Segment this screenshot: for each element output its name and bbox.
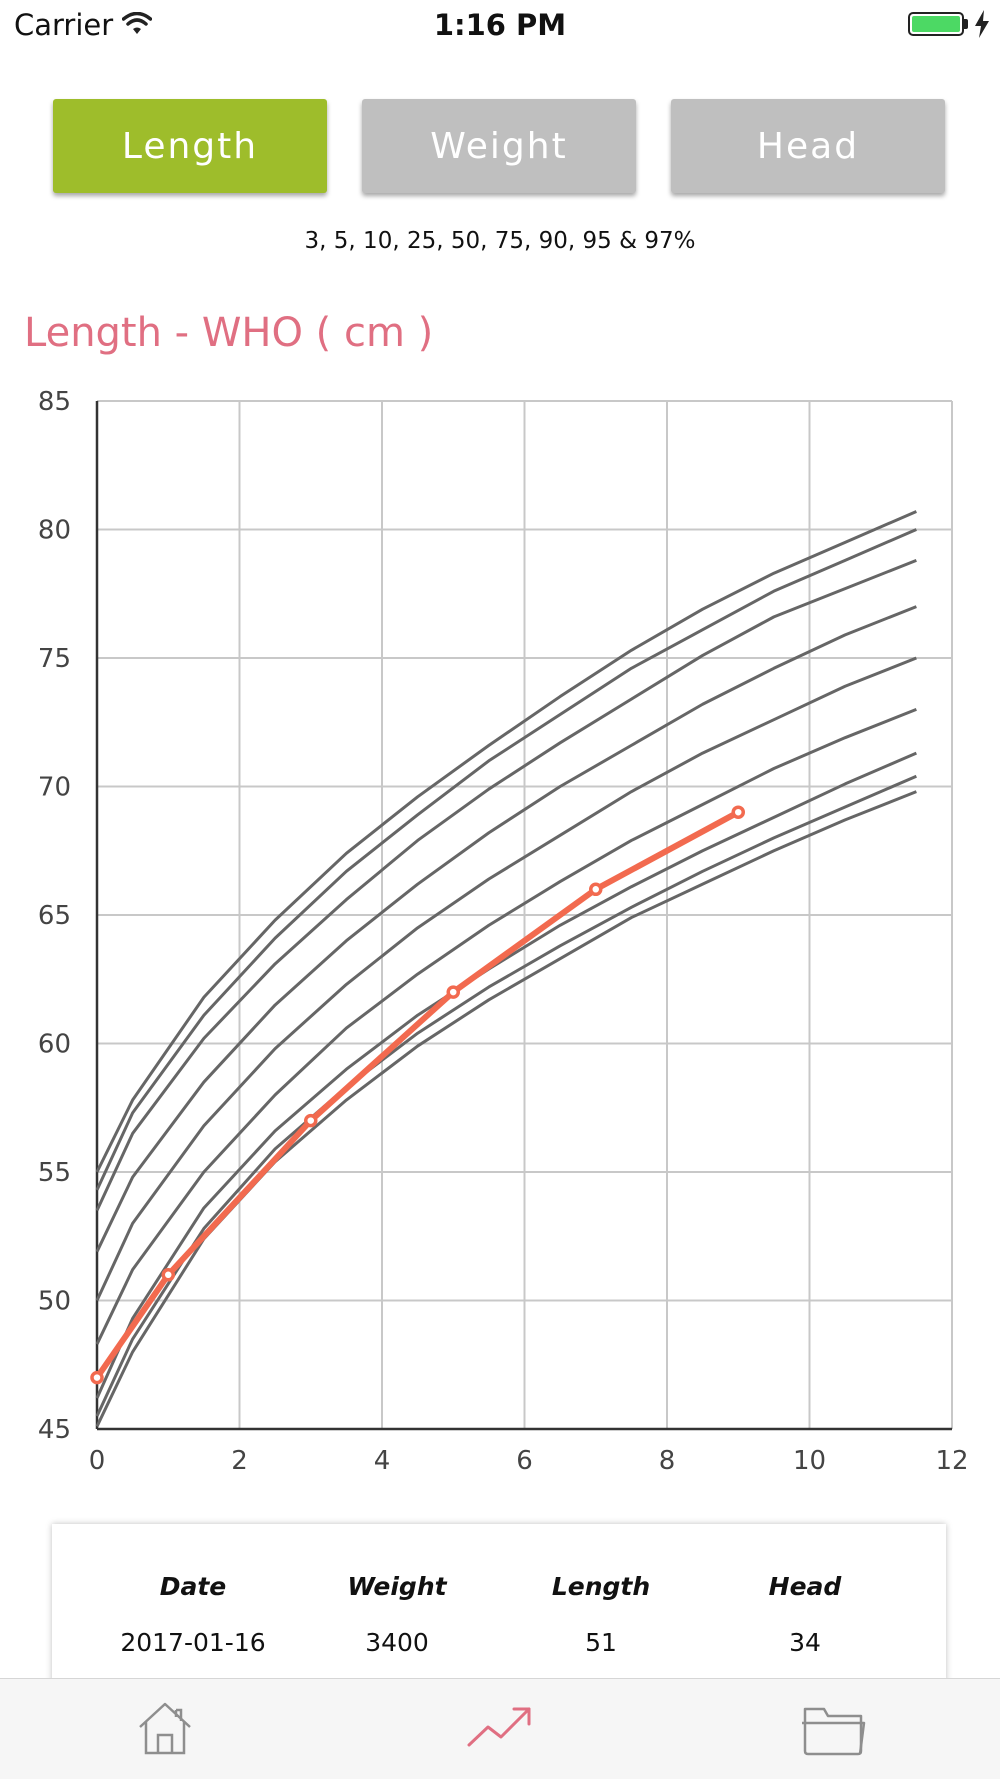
percentile-line [95, 510, 917, 1173]
y-tick-label: 75 [38, 644, 71, 674]
y-tick-label: 85 [38, 387, 71, 417]
x-tick-label: 8 [659, 1446, 676, 1476]
carrier-label: Carrier [14, 8, 114, 42]
x-tick-label: 4 [374, 1446, 391, 1476]
y-tick-label: 50 [38, 1287, 71, 1317]
table-cell-weight: 3400 [365, 1628, 429, 1657]
percentile-line [95, 605, 917, 1253]
table-cell-date: 2017-01-16 [120, 1628, 266, 1657]
x-tick-label: 10 [793, 1446, 826, 1476]
child-length-point [731, 805, 745, 819]
percentile-line [95, 774, 917, 1417]
wifi-icon [122, 12, 152, 34]
table-cell-head: 34 [789, 1628, 821, 1657]
x-tick-label: 12 [935, 1446, 968, 1476]
status-bar: Carrier 1:16 PM [0, 0, 1000, 50]
y-tick-label: 80 [38, 516, 71, 546]
percentile-line [95, 528, 917, 1191]
child-length-point [589, 882, 603, 897]
battery-icon [908, 12, 964, 36]
length-tab-button[interactable]: Length [53, 99, 327, 193]
percentile-line [95, 708, 917, 1345]
table-header-length: Length [551, 1572, 651, 1601]
child-length-line [94, 809, 742, 1381]
growth-chart: 45 50 55 60 65 70 75 80 85 0 2 4 6 8 10 12 [38, 387, 969, 1476]
table-cell-length: 51 [585, 1628, 617, 1657]
y-tick-label: 65 [38, 901, 71, 931]
y-tick-label: 60 [38, 1030, 71, 1060]
measurement-table: Date Weight Length Head 2017-01-16 3400 … [52, 1524, 946, 1684]
head-tab-button[interactable]: Head [671, 99, 945, 193]
x-tick-label: 2 [231, 1446, 248, 1476]
tab-bar [0, 1678, 1000, 1779]
child-length-point [90, 1370, 104, 1385]
charging-bolt-icon [975, 10, 989, 38]
chart-title: Length - WHO ( cm ) [24, 310, 434, 356]
table-header-weight: Weight [347, 1572, 447, 1601]
percentile-line [95, 558, 917, 1212]
percentiles-caption: 3, 5, 10, 25, 50, 75, 90, 95 & 97% [304, 228, 696, 254]
home-icon[interactable] [136, 1699, 194, 1757]
x-tick-label: 0 [89, 1446, 106, 1476]
table-header-head: Head [768, 1572, 842, 1601]
percentile-line [95, 656, 917, 1302]
y-tick-label: 70 [38, 773, 71, 803]
x-tick-label: 6 [516, 1446, 533, 1476]
folder-icon[interactable] [800, 1699, 866, 1757]
child-length-point [446, 985, 460, 999]
weight-tab-button[interactable]: Weight [362, 99, 636, 193]
chart-trend-icon[interactable] [466, 1699, 534, 1757]
y-tick-label: 45 [38, 1415, 71, 1445]
child-length-point [304, 1113, 318, 1128]
y-tick-label: 55 [38, 1158, 71, 1188]
child-length-point [161, 1268, 175, 1282]
clock: 1:16 PM [433, 8, 567, 42]
battery-tip [964, 19, 968, 29]
table-header-date: Date [159, 1572, 227, 1601]
